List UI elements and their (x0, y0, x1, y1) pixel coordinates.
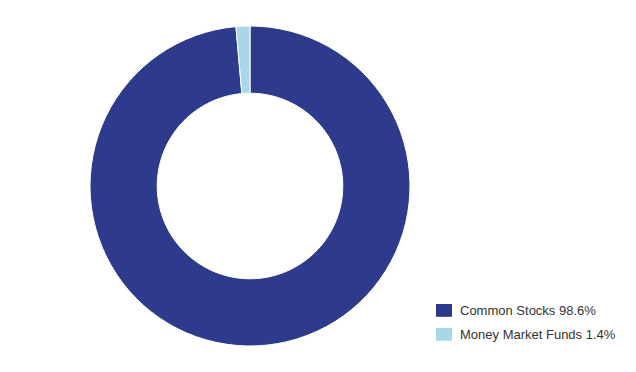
chart-svg: Common Stocks 98.6% Money Market Funds 1.… (0, 0, 636, 372)
legend-swatch (436, 328, 452, 341)
legend-item: Common Stocks 98.6% (436, 303, 596, 318)
legend-label: Common Stocks 98.6% (460, 303, 596, 318)
legend: Common Stocks 98.6% Money Market Funds 1.… (436, 303, 616, 342)
slice (90, 26, 410, 346)
pie-group (90, 26, 410, 346)
legend-item: Money Market Funds 1.4% (436, 327, 616, 342)
legend-swatch (436, 304, 452, 317)
chart-container: Common Stocks 98.6% Money Market Funds 1.… (0, 0, 636, 372)
slice (236, 26, 250, 94)
legend-label: Money Market Funds 1.4% (460, 327, 616, 342)
